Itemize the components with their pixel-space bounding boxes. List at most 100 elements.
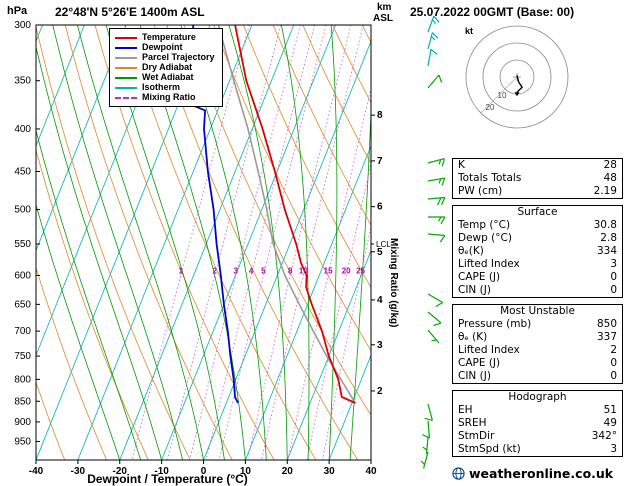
table-row: K 28 xyxy=(453,159,622,172)
table-row: θₑ (K) 337 xyxy=(453,331,622,344)
row-label: PW (cm) xyxy=(458,185,503,197)
row-label: CAPE (J) xyxy=(458,271,501,283)
table-row: CAPE (J) 0 xyxy=(453,357,622,370)
svg-text:4: 4 xyxy=(249,266,254,275)
svg-text:-10: -10 xyxy=(154,466,169,477)
row-label: Dewp (°C) xyxy=(458,232,512,244)
row-label: CIN (J) xyxy=(458,370,491,382)
hodograph-trace xyxy=(516,75,524,93)
legend-item-mixing-ratio: Mixing Ratio xyxy=(115,93,215,102)
svg-text:850: 850 xyxy=(14,396,31,407)
svg-text:0: 0 xyxy=(201,466,207,477)
section-title: Surface xyxy=(517,206,558,218)
row-value: 28 xyxy=(603,159,617,171)
legend-label: Temperature xyxy=(142,32,196,42)
svg-text:25: 25 xyxy=(356,266,365,275)
table-row: CAPE (J) 0 xyxy=(453,271,622,284)
legend-item-temperature: Temperature xyxy=(115,33,215,42)
table-row: Temp (°C) 30.8 xyxy=(453,219,622,232)
svg-text:750: 750 xyxy=(14,351,31,362)
svg-text:6: 6 xyxy=(377,202,383,213)
legend-label: Wet Adiabat xyxy=(142,72,194,82)
svg-text:20: 20 xyxy=(282,466,294,477)
svg-text:600: 600 xyxy=(14,270,31,281)
svg-text:900: 900 xyxy=(14,417,31,428)
legend-item-dewpoint: Dewpoint xyxy=(115,43,215,52)
row-value: 3 xyxy=(610,258,617,270)
hodograph-unit-label: kt xyxy=(465,26,473,36)
row-value: 2 xyxy=(610,344,617,356)
row-value: 2.19 xyxy=(593,185,617,197)
svg-text:550: 550 xyxy=(14,239,31,250)
temperature-line-swatch xyxy=(115,36,137,39)
table-row: Lifted Index 2 xyxy=(453,344,622,357)
table-section-surface: Surface Temp (°C) 30.8 Dewp (°C) 2.8 θₑ(K) 334… xyxy=(452,205,623,298)
svg-text:-30: -30 xyxy=(71,466,86,477)
row-value: 0 xyxy=(610,357,617,369)
table-row: EH 51 xyxy=(453,404,622,417)
row-label: SREH xyxy=(458,417,487,429)
hodograph-ring-30 xyxy=(465,25,569,129)
legend-item-parcel-trajectory: Parcel Trajectory xyxy=(115,53,215,62)
row-label: StmSpd (kt) xyxy=(458,443,521,455)
temp-axis-labels: -40 -30 -20 -10 0 10 20 30 40 xyxy=(29,460,377,477)
legend-label: Dewpoint xyxy=(142,42,183,52)
legend-item-wet-adiabat: Wet Adiabat xyxy=(115,73,215,82)
table-row: CIN (J) 0 xyxy=(453,284,622,297)
svg-text:7: 7 xyxy=(377,156,383,167)
temperature-curve xyxy=(234,25,356,404)
legend: Temperature Dewpoint Parcel Trajectory Dry … xyxy=(109,28,223,107)
parcel-trajectory-line-swatch xyxy=(115,56,137,59)
asl-axis-unit: ASL xyxy=(373,13,393,24)
row-label: Temp (°C) xyxy=(458,219,511,231)
row-label: Lifted Index xyxy=(458,258,520,270)
plot-area: 1 2 3 4 5 8 10 15 20 25 xyxy=(36,25,371,460)
hodograph-ring-label: 20 xyxy=(486,103,495,112)
row-label: Lifted Index xyxy=(458,344,520,356)
legend-label: Dry Adiabat xyxy=(142,62,193,72)
svg-text:10: 10 xyxy=(240,466,252,477)
svg-text:2: 2 xyxy=(377,386,383,397)
svg-text:15: 15 xyxy=(324,266,333,275)
datetime-title: 25.07.2022 00GMT (Base: 00) xyxy=(410,5,575,19)
row-value: 850 xyxy=(596,318,617,330)
row-value: 0 xyxy=(610,284,617,296)
km-axis-labels: 8 7 6 5 4 3 2 xyxy=(371,110,383,397)
row-label: Totals Totals xyxy=(458,172,522,184)
station-title: 22°48'N 5°26'E 1400m ASL xyxy=(55,5,205,19)
table-row: CIN (J) 0 xyxy=(453,370,622,383)
svg-text:LCL: LCL xyxy=(376,240,391,249)
section-title: Hodograph xyxy=(508,391,567,403)
svg-text:5: 5 xyxy=(377,247,383,258)
legend-item-isotherm: Isotherm xyxy=(115,83,215,92)
row-value: 0 xyxy=(610,370,617,382)
globe-icon xyxy=(452,467,465,480)
svg-text:5: 5 xyxy=(261,266,266,275)
pressure-axis-labels: 300 350 400 450 500 550 600 650 700 750 800 850 900 9… xyxy=(14,20,40,447)
table-section-most-unstable: Most Unstable Pressure (mb) 850 θₑ (K) 337 Li… xyxy=(452,304,623,384)
svg-text:350: 350 xyxy=(14,76,31,87)
row-value: 334 xyxy=(596,245,617,257)
legend-label: Parcel Trajectory xyxy=(142,52,215,62)
wind-barb-column xyxy=(420,15,446,469)
table-section-hodograph: Hodograph EH 51 SREH 49 StmDir 342° StmSpd (kt)… xyxy=(452,390,623,457)
row-value: 2.8 xyxy=(600,232,617,244)
row-value: 342° xyxy=(591,430,617,442)
row-label: Pressure (mb) xyxy=(458,318,532,330)
table-section-indices: K 28 Totals Totals 48 PW (cm) 2.19 xyxy=(452,158,623,199)
svg-text:30: 30 xyxy=(324,466,336,477)
skewt-plot: 1 2 3 4 5 8 10 15 20 2530035040045050055060065070… xyxy=(14,15,446,477)
svg-text:-20: -20 xyxy=(113,466,128,477)
table-row: θₑ(K) 334 xyxy=(453,245,622,258)
footer-credit: weatheronline.co.uk xyxy=(452,466,613,481)
row-value: 51 xyxy=(603,404,617,416)
section-title: Most Unstable xyxy=(500,305,575,317)
svg-text:40: 40 xyxy=(365,466,377,477)
svg-text:3: 3 xyxy=(377,340,383,351)
row-label: EH xyxy=(458,404,473,416)
row-value: 49 xyxy=(603,417,617,429)
legend-label: Isotherm xyxy=(142,82,181,92)
mixing-ratio-axis-title: Mixing Ratio (g/kg) xyxy=(388,238,399,328)
